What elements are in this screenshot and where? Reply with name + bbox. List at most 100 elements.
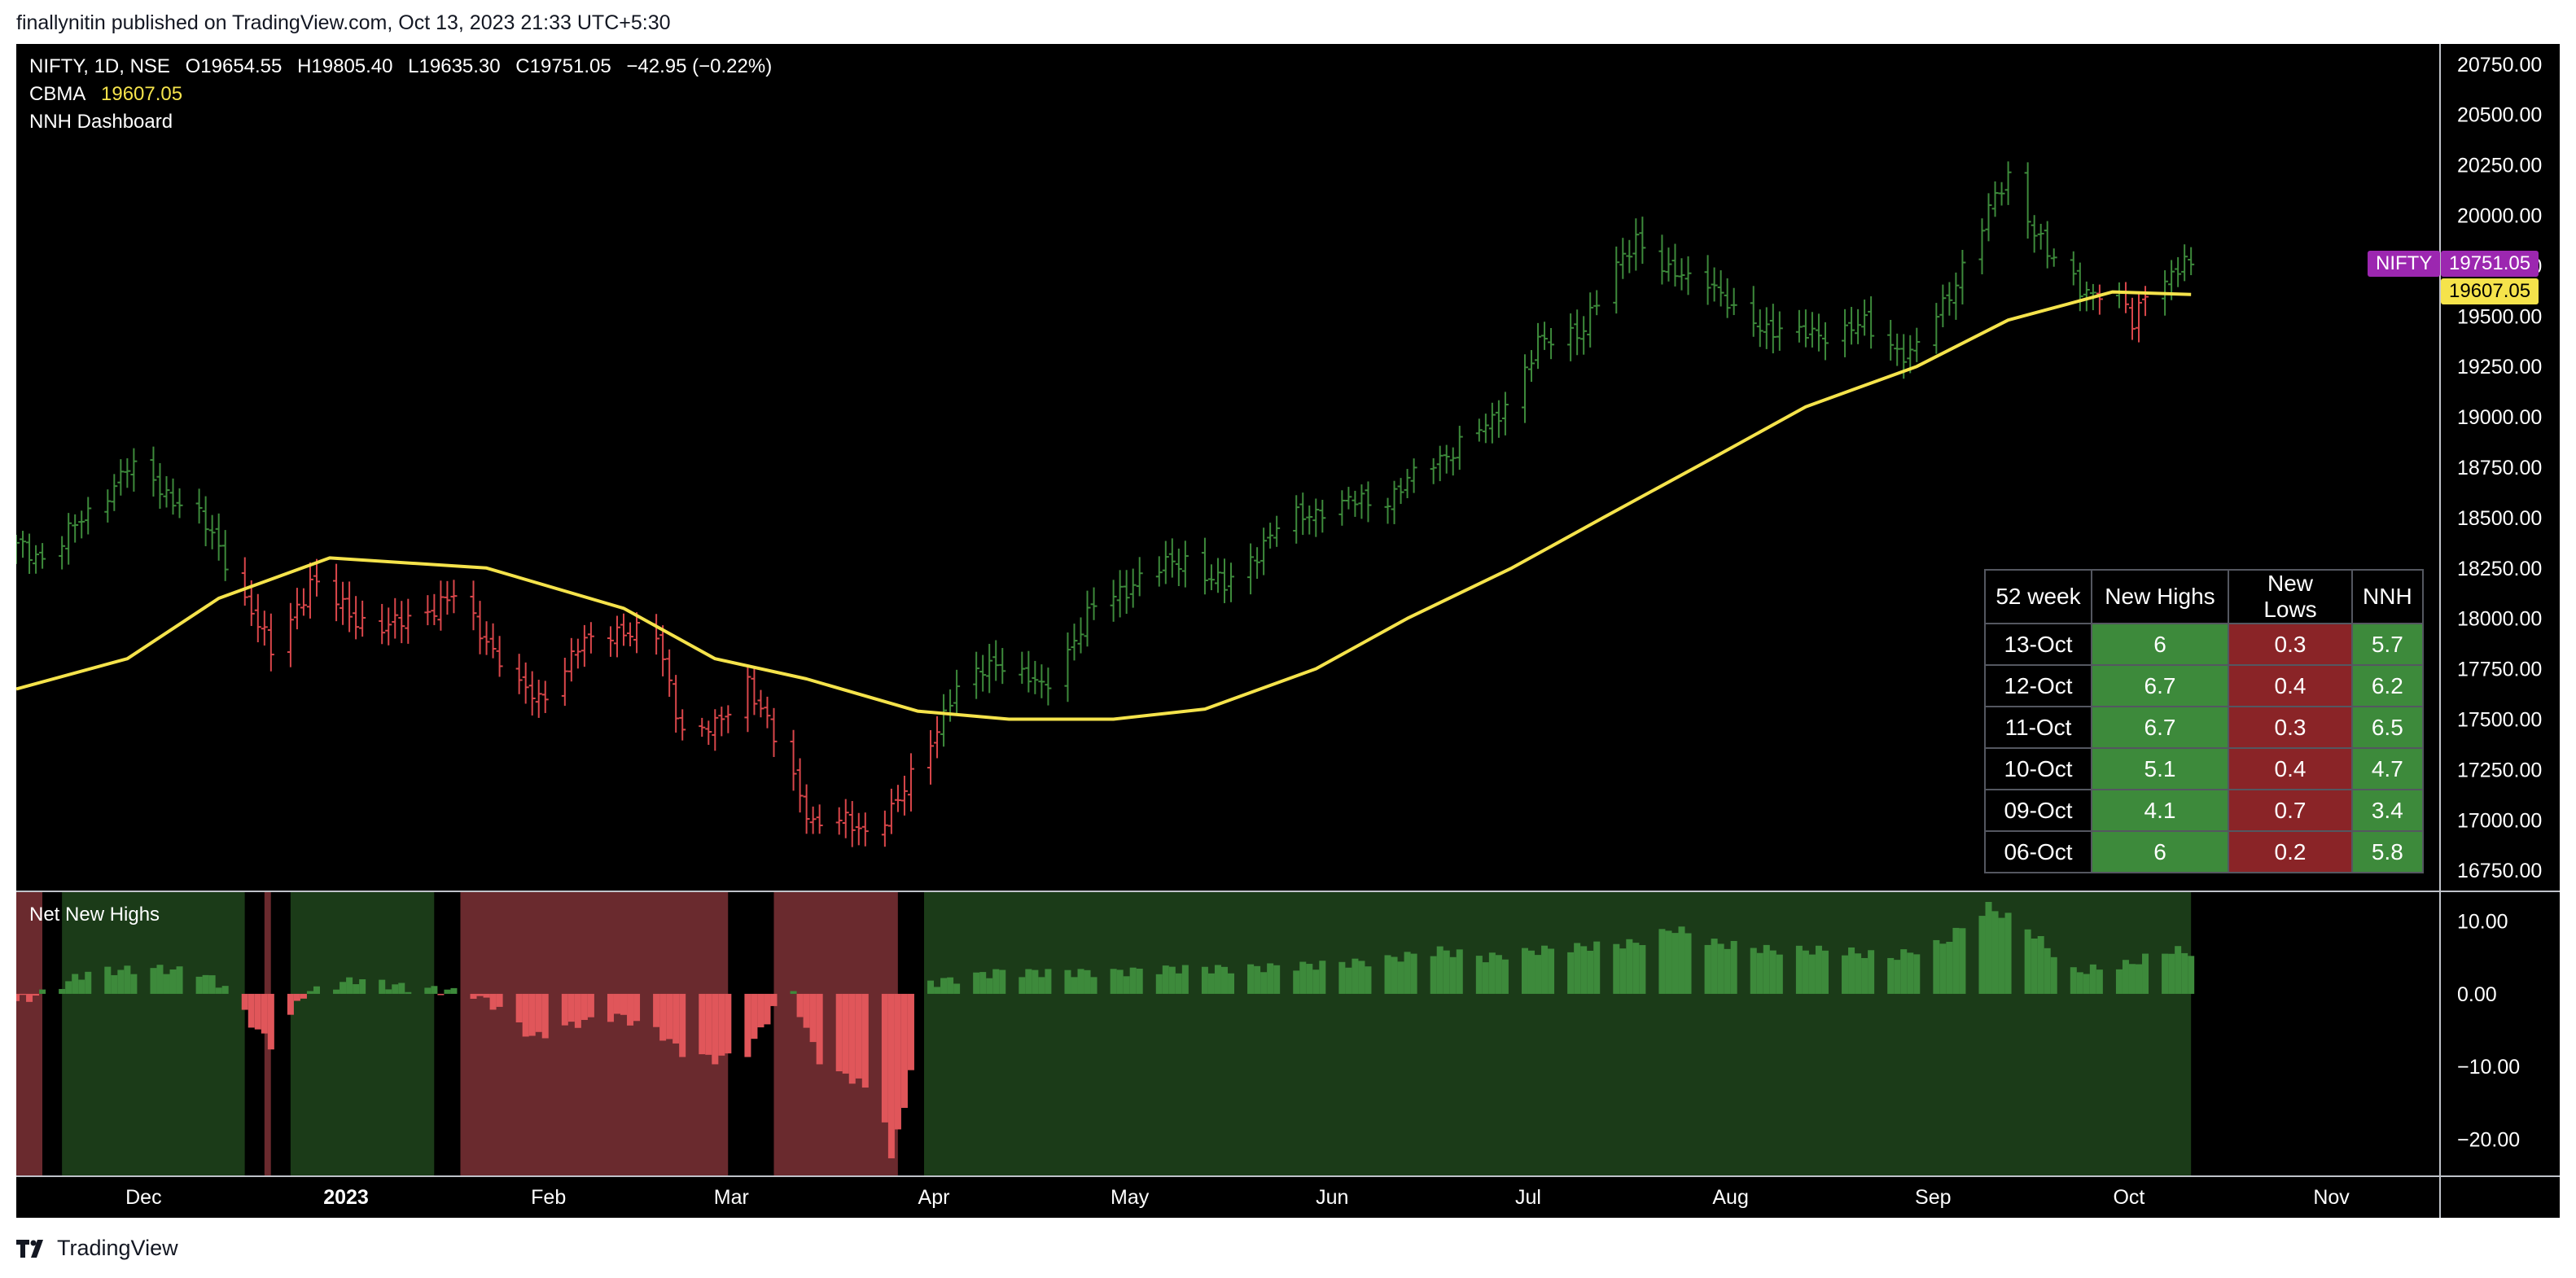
nnh-axis: 10.00 0.00 −10.00 −20.00 [2457, 911, 2520, 1152]
price-bar [2142, 286, 2149, 317]
nnh-bar [835, 993, 843, 1072]
nnh-bar [1299, 961, 1307, 994]
nnh-bar [1436, 946, 1444, 994]
price-bar [379, 603, 386, 645]
chart-canvas[interactable]: 20750.0020500.0020250.0020000.0019750.00… [16, 44, 2560, 1218]
nnh-bar [2083, 974, 2090, 994]
price-bar [483, 621, 490, 655]
nnh-bar [1887, 957, 1895, 994]
chart-frame[interactable]: 20750.0020500.0020250.0020000.0019750.00… [16, 44, 2560, 1218]
price-bar [104, 489, 112, 523]
nnh-bar [1632, 943, 1640, 994]
price-bar [1488, 402, 1496, 444]
nnh-bar [124, 965, 131, 994]
nnh-bar [580, 993, 588, 1020]
price-bar [947, 689, 954, 722]
nnh-bar [16, 993, 20, 1001]
price-bar [1136, 557, 1143, 597]
price-bar [1998, 182, 2005, 206]
price-bar [607, 626, 614, 657]
price-bar [437, 580, 445, 631]
nnh-bar [528, 993, 536, 1036]
price-bar [764, 696, 771, 729]
price-bar [1365, 481, 1372, 523]
price-bar [1821, 322, 1829, 361]
price-bar [1665, 247, 1672, 282]
nnh-bar [208, 975, 216, 994]
price-tick-label: 20000.00 [2457, 204, 2542, 227]
price-bar [535, 680, 542, 718]
price-bar [1913, 327, 1921, 362]
nnh-bar [1345, 967, 1352, 994]
ma-legend[interactable]: CBMA 19607.05 [29, 83, 192, 106]
nnh-bar [2031, 938, 2038, 994]
indicator-title[interactable]: Net New Highs [29, 904, 160, 926]
price-bar [78, 510, 85, 539]
price-bar [1299, 492, 1307, 536]
nnh-bar [541, 993, 549, 1039]
price-bar [124, 458, 131, 488]
nnh-bar [392, 984, 399, 994]
price-bar [33, 545, 40, 574]
nnh-bar [900, 993, 908, 1109]
ma-name[interactable]: CBMA [29, 83, 86, 105]
nnh-bar [2070, 967, 2077, 994]
time-tick-label: 2023 [323, 1186, 369, 1209]
price-bar [1214, 558, 1221, 593]
nnh-bar [1848, 947, 1855, 994]
price-bar [1358, 484, 1365, 519]
nnh-bar [653, 993, 660, 1027]
dashboard-legend[interactable]: NNH Dashboard [29, 111, 173, 133]
price-tick-label: 19250.00 [2457, 356, 2542, 379]
nnh-bar [587, 993, 594, 1018]
nnh-bar [1639, 945, 1646, 994]
nnh-bar [1952, 927, 1960, 994]
symbol-legend[interactable]: NIFTY, 1D, NSE O19654.55 H19805.40 L1963… [29, 55, 782, 78]
legend-symbol[interactable]: NIFTY, 1D, NSE [29, 55, 170, 77]
nnh-bar [522, 993, 529, 1037]
nnh-bar [248, 993, 255, 1028]
price-bar [1495, 400, 1502, 438]
price-bar [150, 446, 157, 497]
price-bar [940, 694, 948, 747]
nnh-bar [176, 966, 183, 994]
price-bar [653, 614, 660, 655]
price-bar [927, 730, 935, 785]
nnh-zone-black [270, 892, 291, 1175]
nnh-bar [1750, 948, 1757, 994]
price-bar [1045, 667, 1052, 706]
nnh-bar [1025, 969, 1032, 994]
price-bar [1946, 282, 1953, 316]
price-bar [1306, 505, 1313, 535]
nnh-bar [1228, 973, 1235, 994]
brand[interactable]: TradingView [16, 1236, 178, 1261]
nnh-bar [535, 993, 542, 1032]
price-bar [340, 581, 347, 625]
price-bar [2031, 215, 2038, 253]
cell-new-lows: 0.4 [2228, 747, 2353, 790]
time-tick-label: Dec [125, 1186, 161, 1209]
price-bar [2115, 282, 2123, 309]
price-bar [2037, 223, 2044, 250]
price-bar [1155, 556, 1163, 587]
nnh-bar [379, 979, 386, 994]
nnh-bar [1273, 965, 1281, 994]
time-tick-label: Oct [2113, 1186, 2144, 1209]
price-bar [751, 668, 758, 716]
price-bar [2083, 281, 2090, 312]
nnh-bar [1795, 945, 1803, 994]
price-bar [241, 557, 248, 606]
nnh-bar [1175, 973, 1182, 994]
nnh-bar [300, 993, 307, 999]
price-bar [169, 478, 177, 515]
table-row: 09-Oct 4.1 0.7 3.4 [1984, 789, 2424, 832]
price-bar [405, 598, 412, 644]
nnh-bar [340, 982, 347, 994]
nnh-tick-label: −20.00 [2457, 1128, 2520, 1151]
nnh-bar [1207, 973, 1215, 994]
nnh-bar [1155, 974, 1163, 994]
nnh-bar [1619, 948, 1627, 994]
nnh-bar [496, 993, 503, 1007]
price-bar [1228, 562, 1235, 602]
nnh-bar [1456, 949, 1463, 994]
